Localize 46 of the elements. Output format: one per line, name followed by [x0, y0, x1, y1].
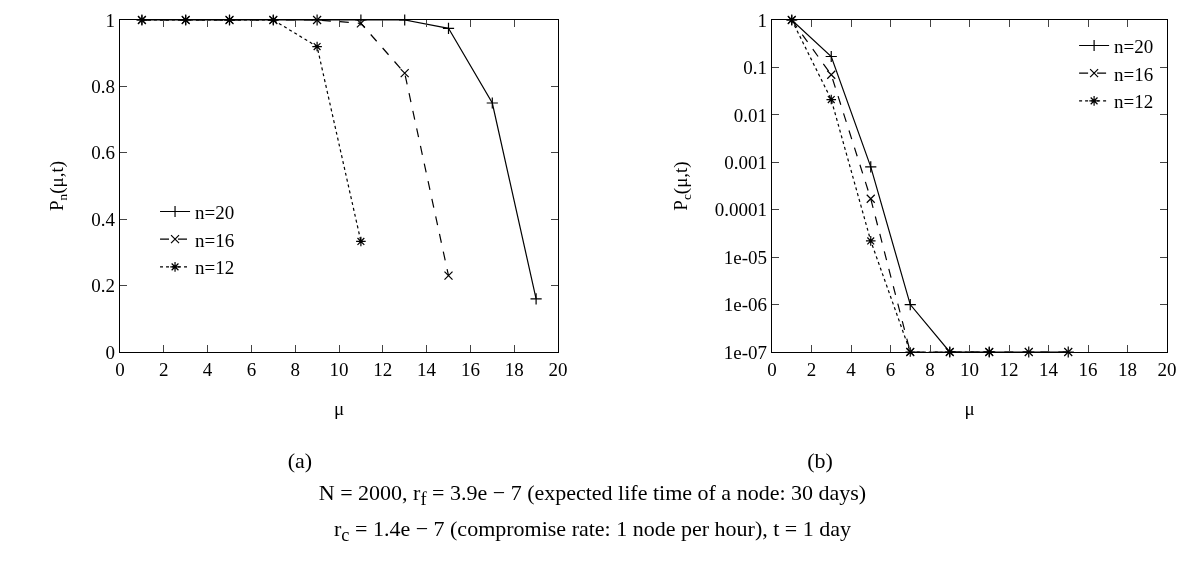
legend-label: n=12 [1114, 91, 1154, 113]
legend-label: n=16 [1114, 63, 1154, 85]
legend-label: n=12 [195, 257, 235, 279]
x-tick-label: 18 [1118, 359, 1137, 380]
y-tick-label: 0.1 [743, 57, 767, 79]
x-tick-label: 14 [1039, 359, 1059, 380]
x-tick-label: 18 [504, 359, 524, 380]
y-tick-label: 1e-06 [723, 294, 767, 316]
y-tick-label: 0.01 [733, 104, 767, 126]
y-tick-label: 0.4 [91, 208, 116, 230]
x-tick-label: 12 [999, 359, 1019, 380]
y-tick-label: 0.2 [91, 275, 115, 297]
x-tick-label: 8 [925, 359, 935, 380]
x-tick-label: 6 [246, 359, 257, 380]
y-tick-label: 0.001 [724, 151, 767, 173]
x-tick-label: 16 [1078, 359, 1098, 380]
y-tick-label: 1e-05 [723, 246, 767, 268]
x-tick-label: 4 [846, 359, 857, 380]
x-axis-title: μ [964, 397, 975, 419]
y-tick-label: 1 [757, 9, 767, 31]
x-tick-label: 8 [290, 359, 300, 380]
x-tick-label: 10 [960, 359, 979, 380]
y-tick-label: 1 [105, 9, 115, 31]
x-tick-label: 20 [1157, 359, 1177, 380]
y-tick-label: 0.6 [91, 142, 115, 164]
legend-label: n=16 [195, 229, 235, 251]
legend-label: n=20 [1114, 35, 1154, 57]
x-tick-label: 4 [202, 359, 213, 380]
y-tick-label: 1e-07 [723, 341, 767, 363]
y-tick-label: 0.0001 [714, 199, 767, 221]
y-tick-label: 0 [105, 341, 115, 363]
legend-label: n=20 [195, 201, 235, 223]
x-tick-label: 2 [806, 359, 817, 380]
text: (b) [806, 448, 834, 474]
x-axis-title: μ [333, 397, 345, 419]
x-tick-label: 12 [373, 359, 393, 380]
y-tick-label: 0.8 [91, 76, 115, 98]
text: (a) [286, 448, 314, 474]
text: r$_{c}$ = 1.4e − 7 (compromise rate: 1 node per hour), t = 1 day [333, 515, 852, 548]
x-tick-label: 16 [460, 359, 480, 380]
x-tick-label: 10 [329, 359, 349, 380]
x-tick-label: 14 [417, 359, 437, 380]
text: N = 2000, r$_{f}$ = 3.9e − 7 (expected life time of a node: 30 days) [317, 479, 868, 512]
x-tick-label: 2 [159, 359, 169, 380]
x-tick-label: 6 [885, 359, 896, 380]
x-tick-label: 20 [548, 359, 568, 380]
